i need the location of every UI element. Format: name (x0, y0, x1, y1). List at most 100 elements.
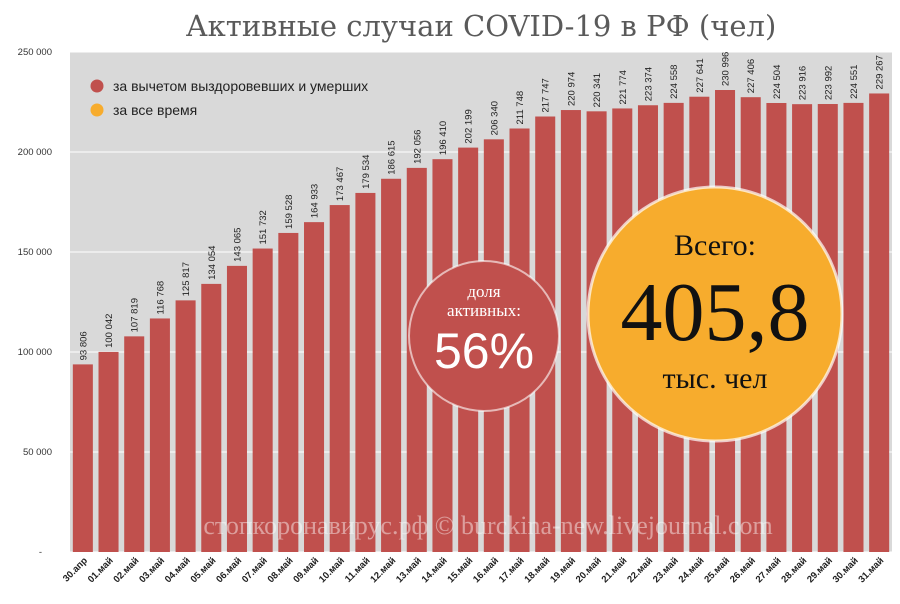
bar (278, 232, 299, 552)
x-tick-label: 19.май (548, 555, 578, 585)
bar (72, 364, 93, 552)
share-circle (408, 260, 560, 412)
bar (226, 265, 247, 552)
bar (304, 222, 325, 552)
x-axis: 30.апр01.май02.май03.май04.май05.май06.м… (61, 555, 886, 585)
data-label: 93 806 (78, 331, 89, 360)
data-label: 220 974 (566, 72, 577, 106)
data-label: 229 267 (875, 55, 886, 89)
data-label: 227 406 (746, 59, 757, 93)
x-tick-label: 26.май (728, 555, 758, 585)
bar (355, 192, 376, 552)
watermark: стопкоронавирус.рф © burckina-new.livejo… (203, 511, 772, 540)
share-caption-line1: доля (467, 282, 500, 301)
total-badge: Всего: 405,8 тыс. чел (586, 185, 844, 443)
data-label: 223 374 (643, 67, 654, 101)
x-tick-label: 16.май (471, 555, 501, 585)
bar (149, 318, 170, 552)
y-tick-label: - (39, 547, 42, 558)
y-axis: - 50 000 100 000 150 000 200 000 250 000 (18, 47, 52, 558)
data-label: 173 467 (335, 167, 346, 201)
x-tick-label: 30.май (831, 555, 861, 585)
data-label: 143 065 (232, 228, 243, 262)
x-tick-label: 11.май (343, 555, 373, 585)
x-tick-label: 01.май (86, 555, 116, 585)
data-label: 134 054 (207, 246, 218, 280)
legend-marker-active (90, 79, 104, 93)
data-label: 100 042 (104, 314, 115, 348)
bar (201, 283, 222, 552)
data-label: 164 933 (310, 184, 321, 218)
bar (124, 336, 145, 552)
x-tick-label: 03.май (137, 555, 167, 585)
x-tick-label: 20.май (574, 555, 604, 585)
data-label: 227 641 (695, 58, 706, 92)
bar (381, 178, 402, 552)
x-tick-label: 28.май (779, 555, 809, 585)
data-label: 224 504 (772, 65, 783, 99)
data-label: 220 341 (592, 73, 603, 107)
bar (329, 205, 350, 553)
x-tick-label: 06.май (214, 555, 244, 585)
data-label: 224 558 (669, 65, 680, 99)
x-tick-label: 17.май (497, 555, 527, 585)
data-label: 107 819 (130, 298, 141, 332)
x-tick-label: 18.май (522, 555, 552, 585)
data-label: 186 615 (387, 140, 398, 174)
x-tick-label: 14.май (420, 555, 450, 585)
x-tick-label: 08.май (266, 555, 296, 585)
data-label: 221 774 (618, 70, 629, 104)
x-tick-label: 13.май (394, 555, 424, 585)
legend-label-total: за все время (113, 102, 197, 118)
data-label: 151 732 (258, 210, 269, 244)
data-label: 217 747 (541, 78, 552, 112)
x-tick-label: 25.май (702, 555, 732, 585)
x-tick-label: 24.май (677, 555, 707, 585)
x-tick-label: 30.апр (61, 555, 90, 584)
y-tick-label: 150 000 (18, 247, 52, 258)
y-tick-label: 100 000 (18, 347, 52, 358)
legend-label-active: за вычетом выздоровевших и умерших (113, 78, 368, 94)
data-label: 192 056 (412, 130, 423, 164)
data-label: 206 340 (489, 101, 500, 135)
y-tick-label: 200 000 (18, 147, 52, 158)
x-tick-label: 23.май (651, 555, 681, 585)
data-label: 116 768 (155, 281, 166, 315)
bar (843, 102, 864, 552)
data-label: 223 992 (823, 66, 834, 100)
y-tick-label: 50 000 (23, 447, 52, 458)
share-badge: доля активных: 56% (408, 260, 560, 412)
bar (175, 300, 196, 552)
legend-marker-total (90, 103, 104, 117)
x-tick-label: 07.май (240, 555, 270, 585)
x-tick-label: 29.май (805, 555, 835, 585)
bar (869, 93, 890, 552)
data-label: 159 528 (284, 195, 295, 229)
bar (252, 248, 273, 552)
x-tick-label: 22.май (625, 555, 655, 585)
total-caption: Всего: (674, 229, 756, 262)
chart-title: Активные случаи COVID-19 в РФ (чел) (186, 9, 777, 43)
data-label: 179 534 (361, 155, 372, 189)
x-tick-label: 31.май (856, 555, 886, 585)
y-tick-label: 250 000 (18, 47, 52, 58)
x-tick-label: 05.май (189, 555, 219, 585)
share-value: 56% (434, 323, 534, 379)
data-label: 211 748 (515, 91, 526, 125)
x-tick-label: 09.май (291, 555, 321, 585)
data-label: 202 199 (464, 109, 475, 143)
data-labels: 93 806 100 042 107 819 116 768 125 817 134 05… (78, 52, 885, 361)
x-tick-label: 12.май (368, 555, 398, 585)
share-caption-line2: активных: (447, 301, 521, 320)
bar (98, 351, 119, 552)
data-label: 196 410 (438, 121, 449, 155)
total-circle (586, 185, 844, 443)
x-tick-label: 02.май (111, 555, 141, 585)
total-unit: тыс. чел (663, 362, 768, 395)
legend: за вычетом выздоровевших и умерших за вс… (90, 78, 368, 118)
x-tick-label: 15.май (445, 555, 475, 585)
data-label: 125 817 (181, 262, 192, 296)
x-tick-label: 27.май (754, 555, 784, 585)
data-label: 224 551 (849, 65, 860, 99)
